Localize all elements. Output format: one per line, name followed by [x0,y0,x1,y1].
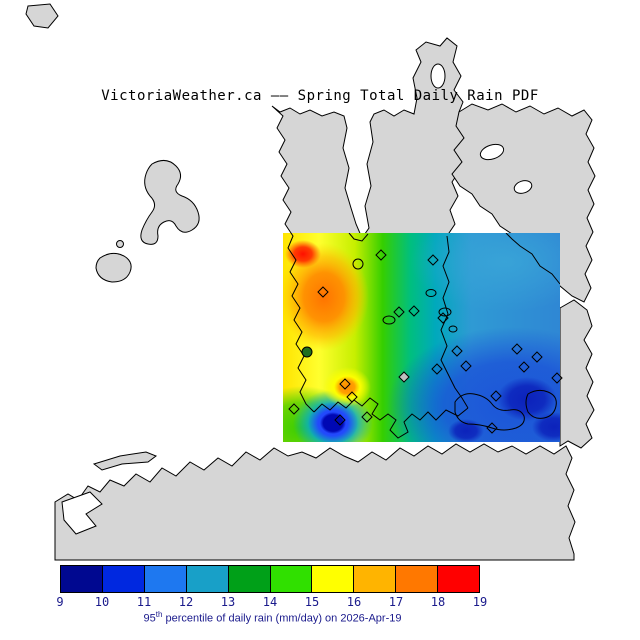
station-marker-diamond [486,422,498,434]
precip-blob-cyan-topright [410,233,560,312]
colorbar-tick: 16 [346,595,362,609]
station-marker-diamond [393,306,405,318]
station-marker-diamond [460,360,472,372]
colorbar-ticks: 9 10 11 12 13 14 15 16 17 18 19 [0,595,640,609]
islet-east-3 [448,325,458,333]
cove-outline [352,258,364,270]
colorbar-tick: 19 [472,595,488,609]
station-marker-diamond [431,363,443,375]
colorbar-segment [270,566,313,592]
colorbar-tick: 18 [430,595,446,609]
island-outline-south-2 [525,389,557,419]
stations-layer [288,249,563,434]
bay-north-lobe [430,63,446,89]
station-marker-diamond [317,286,329,298]
colorbar-tick: 13 [220,595,236,609]
station-marker-diamond [334,414,346,426]
colorbar-tick: 12 [178,595,194,609]
coastline-peninsula-east [440,235,469,409]
station-marker-diamond [511,343,523,355]
landmass-east-shore [559,299,595,449]
colorbar-segment [61,566,103,592]
station-marker-diamond [490,390,502,402]
colorbar-tick: 15 [304,595,320,609]
island-outline-south-1 [454,393,525,431]
coastline-victoria-south [313,397,469,439]
caption-superscript: th [155,610,163,619]
colorbar-segment [354,566,397,592]
precip-pocket-navy-2 [532,412,560,442]
precip-field [283,233,560,442]
precip-blob-red [285,240,321,268]
coastline-gulf-islands-sw [505,233,560,285]
caption-rest: percentile of daily rain (mm/day) on 202… [162,612,402,625]
island-left-large [140,160,200,245]
station-marker-circle [301,346,313,358]
landmass-olympic-peninsula [54,443,576,561]
precip-blob-orange-large [283,243,369,351]
islet-east-2 [438,307,452,317]
station-marker-diamond [346,391,358,403]
colorbar-caption: 95th percentile of daily rain (mm/day) o… [0,610,545,625]
coastlines-over-field [287,233,560,439]
station-marker-diamond [375,249,387,261]
colorbar-tick: 9 [56,595,64,609]
station-marker-diamond [339,378,351,390]
coastline-fjord-tip [348,233,369,242]
lake-gulf-2 [513,180,533,194]
colorbar-tick: 10 [94,595,110,609]
inlet-olympic [61,491,103,535]
station-marker-diamond [531,351,543,363]
colorbar-segment [186,566,229,592]
colorbar-segment [102,566,145,592]
station-marker-diamond [361,411,373,423]
coastline-peninsula-west [287,233,315,413]
island-spit [92,451,158,471]
station-marker-diamond [437,312,449,324]
colorbar [60,565,480,593]
colorbar-tick: 17 [388,595,404,609]
colorbar-segment [438,566,480,592]
station-marker-diamond [451,345,463,357]
precip-bullseye-navy [320,412,346,434]
lake-gulf-1 [479,143,505,161]
islet-center [382,315,396,325]
colorbar-segment [228,566,271,592]
precip-pocket-navy-3 [448,419,484,442]
plot-title: VictoriaWeather.ca –– Spring Total Daily… [101,88,539,104]
station-marker-diamond [398,371,410,383]
station-marker-diamond [427,254,439,266]
station-marker-diamond [408,305,420,317]
island-left-small [95,252,132,283]
station-marker-diamond [288,403,300,415]
station-marker-diamond [551,372,563,384]
island-left-tiny [116,240,124,248]
landmass-corner-top-left [25,3,59,29]
islet-east-1 [425,289,437,297]
colorbar-tick: 14 [262,595,278,609]
colorbar-segment [144,566,187,592]
colorbar-tick: 11 [136,595,152,609]
colorbar-segment [312,566,355,592]
station-marker-diamond [518,361,530,373]
caption-base: 95 [143,612,156,625]
colorbar-segment [396,566,439,592]
